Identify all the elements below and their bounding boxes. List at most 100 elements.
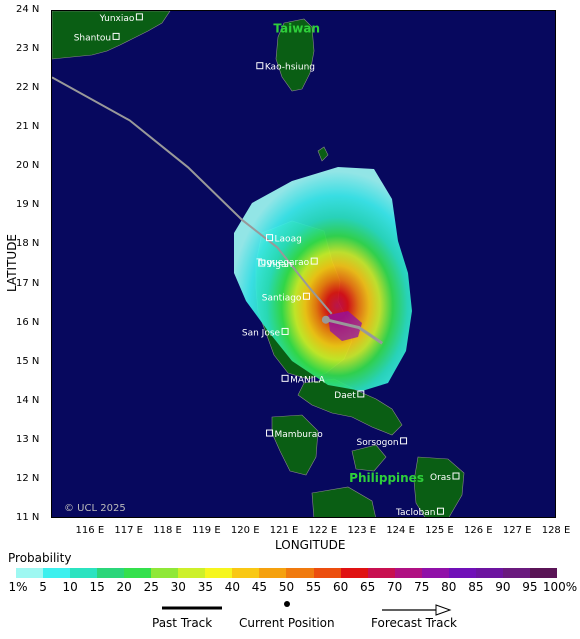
legend-color-swatch — [259, 568, 287, 578]
x-tick-label: 121 E — [269, 525, 299, 536]
map-canvas: Yunxiao Shantou Kao-hsiung Laoag TuguegaraoV… — [52, 11, 465, 518]
city-label: Daet — [334, 391, 356, 401]
city-marker — [135, 13, 143, 21]
city-marker — [310, 257, 318, 265]
legend-color-swatch — [394, 568, 422, 578]
legend-color-swatch — [151, 568, 179, 578]
city-label: Tacloban — [395, 508, 435, 518]
legend-color-swatch — [286, 568, 314, 578]
x-tick-label: 124 E — [386, 525, 415, 536]
batanes-land — [317, 146, 329, 162]
panay-land — [311, 486, 376, 517]
legend-label: 50 — [278, 580, 295, 594]
y-tick-label: 24 N — [16, 4, 40, 15]
legend-label: 75 — [414, 580, 430, 594]
x-tick-label: 116 E — [75, 525, 105, 536]
country-label: Philippines — [349, 471, 424, 485]
x-tick-label: 123 E — [347, 525, 377, 536]
probability-swath — [234, 167, 412, 391]
city-marker — [256, 62, 264, 70]
legend-color-swatch — [70, 568, 98, 578]
city-marker — [281, 327, 289, 335]
city-marker — [258, 259, 266, 267]
legend-label: 60 — [332, 580, 349, 594]
x-tick-label: 125 E — [425, 525, 454, 536]
current-position-label: Current Position — [239, 616, 335, 630]
legend-color-swatch — [421, 568, 449, 578]
forecast-track-symbol — [382, 604, 452, 616]
city-label: Vigan — [267, 260, 292, 270]
city-label: Santiago — [262, 293, 302, 303]
legend-label: 15 — [89, 580, 105, 594]
y-tick-label: 15 N — [16, 355, 40, 367]
city-label: Yunxiao — [99, 14, 135, 24]
mindoro-land — [271, 414, 319, 476]
y-tick-label: 17 N — [16, 277, 40, 289]
y-tick-label: 16 N — [16, 316, 40, 328]
past-track-symbol — [162, 606, 222, 610]
y-tick-label: 20 N — [16, 160, 40, 172]
y-tick-label: 12 N — [16, 472, 40, 484]
legend-color-swatch — [448, 568, 476, 578]
country-layer: Taiwan Philippines — [273, 21, 424, 484]
city-marker — [400, 437, 408, 445]
city-label: MANILA — [290, 375, 326, 385]
track-layer — [52, 76, 384, 345]
city-marker — [357, 390, 365, 398]
city-marker — [436, 507, 444, 515]
y-tick-label: 23 N — [16, 43, 40, 55]
city-marker — [112, 32, 120, 40]
current-position-symbol — [284, 601, 290, 607]
past-track-line — [52, 76, 333, 315]
past-track-label: Past Track — [152, 616, 213, 630]
legend-color-swatch — [97, 568, 125, 578]
masbate-land — [351, 444, 387, 472]
legend-label: 1% — [8, 580, 28, 594]
city-label: Shantou — [74, 33, 111, 43]
x-tick-label: 122 E — [308, 525, 338, 536]
y-tick-label: 21 N — [16, 121, 40, 133]
legend-label: 25 — [143, 580, 159, 594]
y-tick-label: 14 N — [16, 394, 40, 406]
taiwan-land — [275, 18, 315, 92]
forecast-track-line — [325, 318, 384, 345]
legend-label: 70 — [387, 580, 403, 594]
current-position-marker — [321, 315, 330, 324]
city-label: Kao-hsiung — [265, 63, 315, 73]
city-label: Sorsogon — [357, 438, 399, 448]
legend-color-swatch — [205, 568, 233, 578]
x-tick-label: 128 E — [541, 525, 571, 536]
y-axis-title: LATITUDE — [5, 233, 19, 293]
legend-color-swatch — [529, 568, 557, 578]
y-tick-label: 13 N — [16, 433, 40, 445]
legend-label: 5 — [39, 580, 47, 594]
legend-color-swatch — [313, 568, 341, 578]
legend-color-swatch — [232, 568, 260, 578]
map-panel: Yunxiao Shantou Kao-hsiung Laoag Tuguegarao V… — [51, 10, 556, 518]
city-marker — [302, 292, 310, 300]
probability-area — [234, 167, 412, 391]
legend-label: 45 — [251, 580, 268, 594]
city-marker — [281, 374, 289, 382]
y-tick-label: 19 N — [16, 199, 40, 211]
city-label: San Jose — [242, 328, 281, 338]
x-axis-title: LONGITUDE — [275, 538, 346, 552]
legend-color-swatch — [178, 568, 206, 578]
legend-color-swatch — [502, 568, 530, 578]
y-tick-label: 22 N — [16, 82, 40, 94]
legend-label: 40 — [224, 580, 241, 594]
legend-label: 95 — [522, 580, 538, 594]
x-tick-label: 118 E — [153, 525, 182, 536]
x-tick-label: 120 E — [230, 525, 260, 536]
y-tick-label: 18 N — [16, 238, 40, 250]
legend-label: 55 — [305, 580, 322, 594]
city-marker — [452, 472, 460, 480]
legend-label: 65 — [360, 580, 376, 594]
legend-color-swatch — [340, 568, 368, 578]
city-layer: Yunxiao Shantou Kao-hsiung Laoag TuguegaraoV… — [74, 13, 460, 518]
legend-label: 80 — [441, 580, 457, 594]
city-marker — [266, 429, 274, 437]
legend-title: Probability — [8, 551, 72, 565]
legend-label: 10 — [62, 580, 78, 594]
probability-color-bar — [16, 568, 557, 578]
